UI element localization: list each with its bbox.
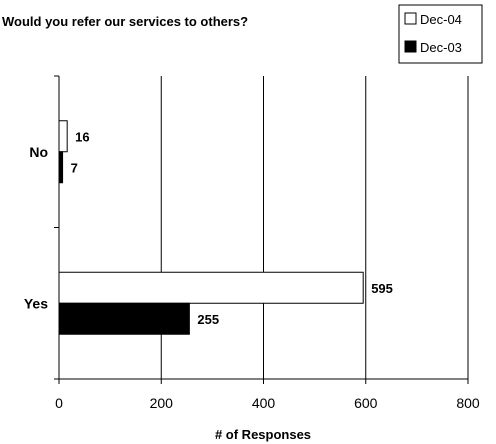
legend-label-dec-04: Dec-04 xyxy=(420,12,462,27)
x-tick-label-200: 200 xyxy=(150,395,174,411)
legend: Dec-04 Dec-03 xyxy=(398,4,483,64)
x-tick-label-600: 600 xyxy=(354,395,378,411)
x-tick-label-800: 800 xyxy=(456,395,480,411)
gridlines xyxy=(160,76,469,379)
category-label-yes: Yes xyxy=(24,295,48,311)
legend-swatch-dec-03 xyxy=(404,40,417,53)
bar-yes-dec-03 xyxy=(58,302,190,335)
x-axis-title: # of Responses xyxy=(215,427,311,442)
x-tick-label-0: 0 xyxy=(55,395,63,411)
bar-no-dec-03 xyxy=(58,151,64,184)
bar-yes-dec-04 xyxy=(58,271,364,304)
bars xyxy=(58,120,364,335)
data-label-no-dec-03: 7 xyxy=(71,160,78,175)
x-tick-label-400: 400 xyxy=(252,395,276,411)
chart-title: Would you refer our services to others? xyxy=(2,14,248,29)
data-labels: 16 7 595 255 xyxy=(71,129,393,327)
bar-no-dec-04 xyxy=(58,120,68,153)
data-label-yes-dec-03: 255 xyxy=(197,312,219,327)
data-label-no-dec-04: 16 xyxy=(75,129,89,144)
data-label-yes-dec-04: 595 xyxy=(371,281,393,296)
legend-label-dec-03: Dec-03 xyxy=(420,40,462,55)
category-label-no: No xyxy=(29,144,48,160)
axes: No Yes 0 200 400 600 800 xyxy=(24,75,480,411)
legend-swatch-dec-04 xyxy=(404,12,417,25)
